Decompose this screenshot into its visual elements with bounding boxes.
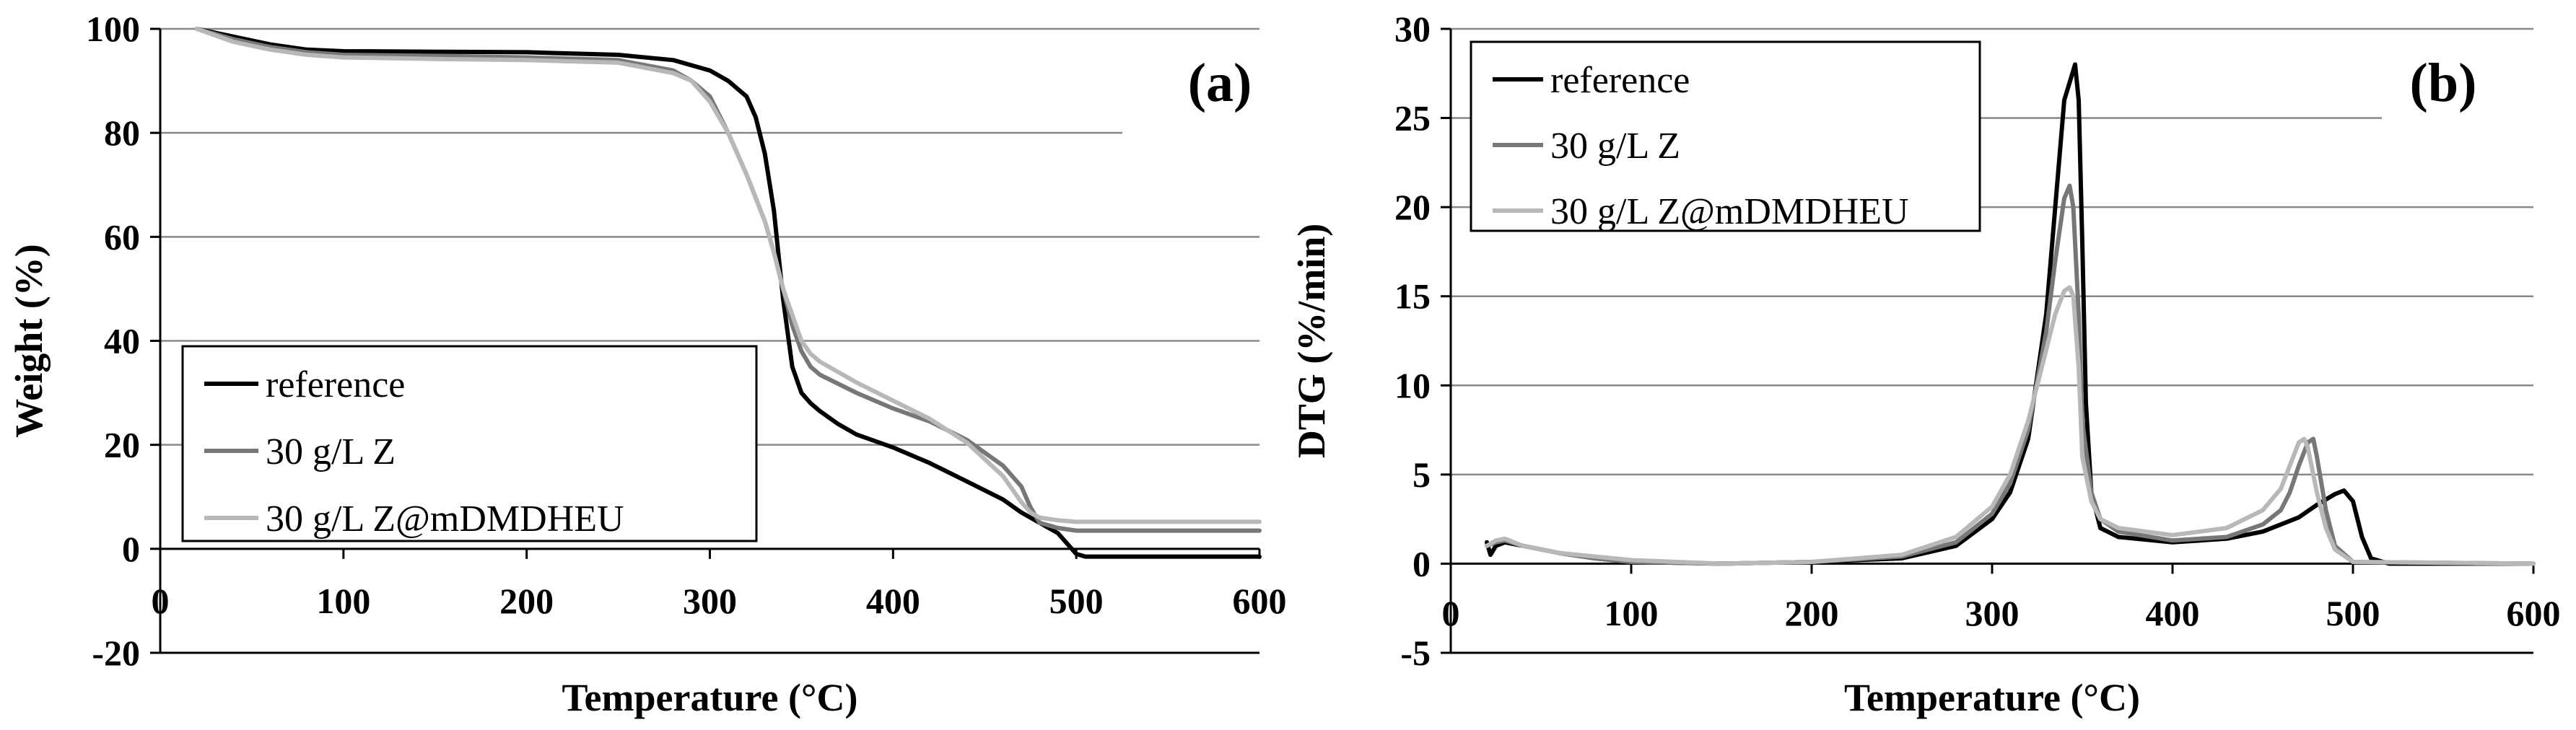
- y-axis-label: Weight (%): [7, 244, 51, 437]
- x-tick-label: 400: [2146, 593, 2200, 633]
- x-axis-label: Temperature (°C): [1844, 676, 2140, 719]
- y-tick-label: 5: [1413, 454, 1431, 495]
- y-tick-label: -20: [92, 633, 140, 673]
- y-tick-label: 10: [1394, 365, 1431, 405]
- series-line-1: [194, 27, 1262, 559]
- legend-label-2: 30 g/L Z: [1550, 126, 1680, 167]
- x-tick-label: 0: [152, 581, 170, 621]
- x-tick-label: 500: [1049, 581, 1104, 621]
- y-tick-label: 60: [104, 216, 140, 257]
- legend-label-1: reference: [266, 364, 405, 405]
- x-tick-label: 200: [1785, 593, 1839, 633]
- y-tick-label: 20: [104, 425, 140, 465]
- x-tick-label: 500: [2326, 593, 2380, 633]
- x-tick-label: 300: [1965, 593, 2020, 633]
- panel-label: (a): [1188, 53, 1252, 113]
- x-tick-label: 600: [1233, 581, 1287, 621]
- legend: reference 30 g/L Z 30 g/L Z@mDMDHEU: [181, 345, 758, 542]
- series-line-3: [194, 27, 1262, 524]
- x-tick-label: 300: [683, 581, 737, 621]
- y-tick-label: 25: [1394, 98, 1431, 138]
- panel-label: (b): [2410, 53, 2477, 113]
- x-axis-label: Temperature (°C): [562, 676, 857, 719]
- y-tick-label: -5: [1400, 633, 1431, 673]
- y-tick-label: 20: [1394, 187, 1431, 227]
- x-tick-label: 0: [1442, 593, 1460, 633]
- legend-label-2: 30 g/L Z: [266, 431, 396, 472]
- legend-box: [1470, 40, 1981, 232]
- y-tick-label: 80: [104, 113, 140, 153]
- x-tick-label: 200: [499, 581, 554, 621]
- legend-box: [181, 345, 758, 542]
- legend-label-1: reference: [1550, 60, 1690, 101]
- series-line-3: [1485, 285, 2536, 566]
- x-tick-label: 600: [2507, 593, 2561, 633]
- y-axis-label: DTG (%/min): [1290, 224, 1333, 459]
- x-tick-label: 400: [866, 581, 920, 621]
- chart-panel-a: -20 0 20 40 60 80 100 0 100 200 300 400 500 600 Temper…: [7, 9, 1287, 719]
- y-tick-label: 100: [86, 9, 140, 49]
- y-tick-label: 40: [104, 321, 140, 361]
- y-tick-label: 0: [1413, 543, 1431, 584]
- legend-label-3: 30 g/L Z@mDMDHEU: [266, 498, 624, 540]
- x-tick-label: 100: [1604, 593, 1659, 633]
- series-line-2: [1485, 183, 2536, 566]
- legend-label-3: 30 g/L Z@mDMDHEU: [1550, 191, 1909, 232]
- y-tick-label: 30: [1394, 9, 1431, 49]
- y-tick-label: 15: [1394, 276, 1431, 317]
- y-tick-label: 0: [122, 529, 140, 569]
- x-tick-label: 100: [316, 581, 370, 621]
- legend: reference 30 g/L Z 30 g/L Z@mDMDHEU: [1470, 40, 1981, 232]
